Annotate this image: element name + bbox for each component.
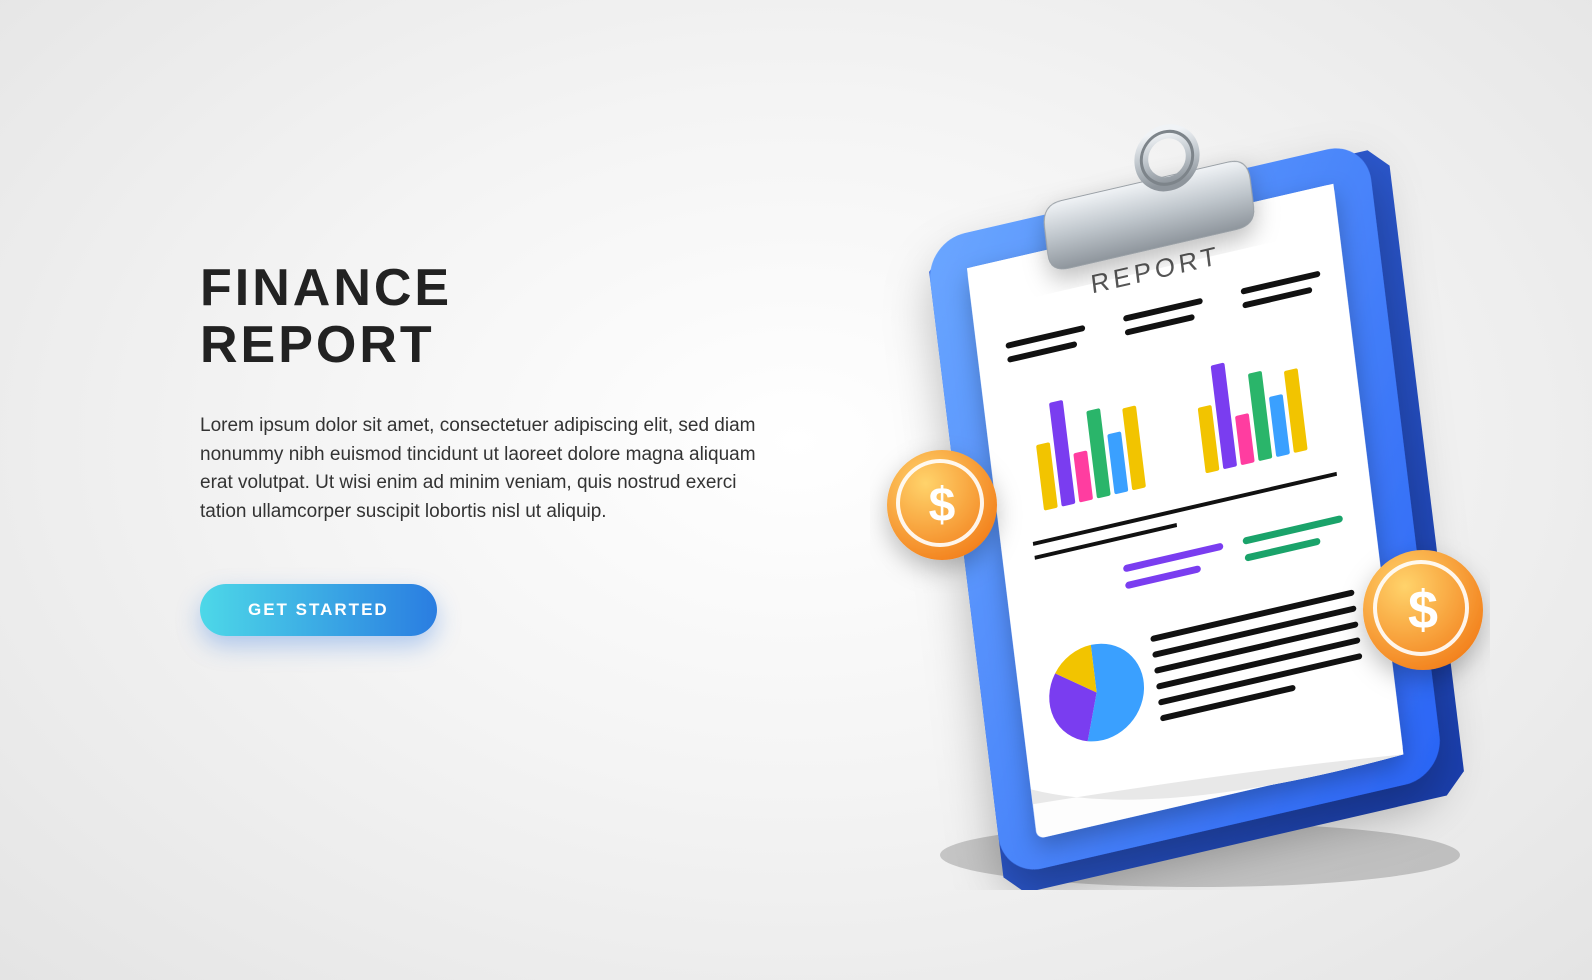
coin-right: $ [1363, 550, 1483, 670]
report-paper: REPORT [967, 184, 1404, 841]
hero-title-line1: FINANCE [200, 259, 452, 317]
hero-body: Lorem ipsum dolor sit amet, consectetuer… [200, 412, 760, 526]
dollar-icon: $ [929, 479, 956, 532]
hero-title-line2: REPORT [200, 316, 435, 374]
dollar-icon: $ [1408, 580, 1438, 640]
hero-title: FINANCE REPORT [200, 260, 760, 374]
get-started-button[interactable]: GET STARTED [200, 584, 437, 636]
coin-left: $ [887, 450, 997, 560]
clipboard-illustration: REPORT [870, 110, 1490, 890]
clipboard-board: REPORT [919, 110, 1466, 890]
